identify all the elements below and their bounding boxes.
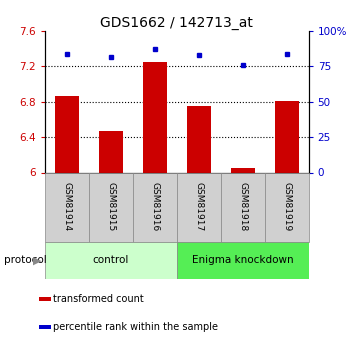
Bar <box>133 172 177 242</box>
Bar <box>265 172 309 242</box>
Title: GDS1662 / 142713_at: GDS1662 / 142713_at <box>100 16 253 30</box>
Text: transformed count: transformed count <box>53 294 144 304</box>
Text: control: control <box>93 256 129 265</box>
Text: GSM81919: GSM81919 <box>282 183 291 231</box>
Text: Enigma knockdown: Enigma knockdown <box>192 256 293 265</box>
Bar <box>99 131 123 172</box>
Text: GSM81915: GSM81915 <box>106 183 116 231</box>
Bar <box>221 172 265 242</box>
Text: GSM81918: GSM81918 <box>238 183 247 231</box>
Bar <box>231 168 255 172</box>
Bar <box>177 241 309 279</box>
Text: ▶: ▶ <box>33 256 42 265</box>
Text: GSM81916: GSM81916 <box>151 183 160 231</box>
Text: protocol: protocol <box>4 256 46 265</box>
Bar <box>55 96 79 172</box>
Bar <box>275 101 299 172</box>
Bar <box>89 172 133 242</box>
Bar <box>39 297 51 302</box>
Text: GSM81917: GSM81917 <box>194 183 203 231</box>
Bar <box>177 172 221 242</box>
Bar <box>45 172 89 242</box>
Bar <box>39 325 51 329</box>
Bar <box>143 62 167 172</box>
Text: percentile rank within the sample: percentile rank within the sample <box>53 322 218 332</box>
Bar <box>45 241 177 279</box>
Bar <box>187 106 211 172</box>
Text: GSM81914: GSM81914 <box>62 183 71 231</box>
